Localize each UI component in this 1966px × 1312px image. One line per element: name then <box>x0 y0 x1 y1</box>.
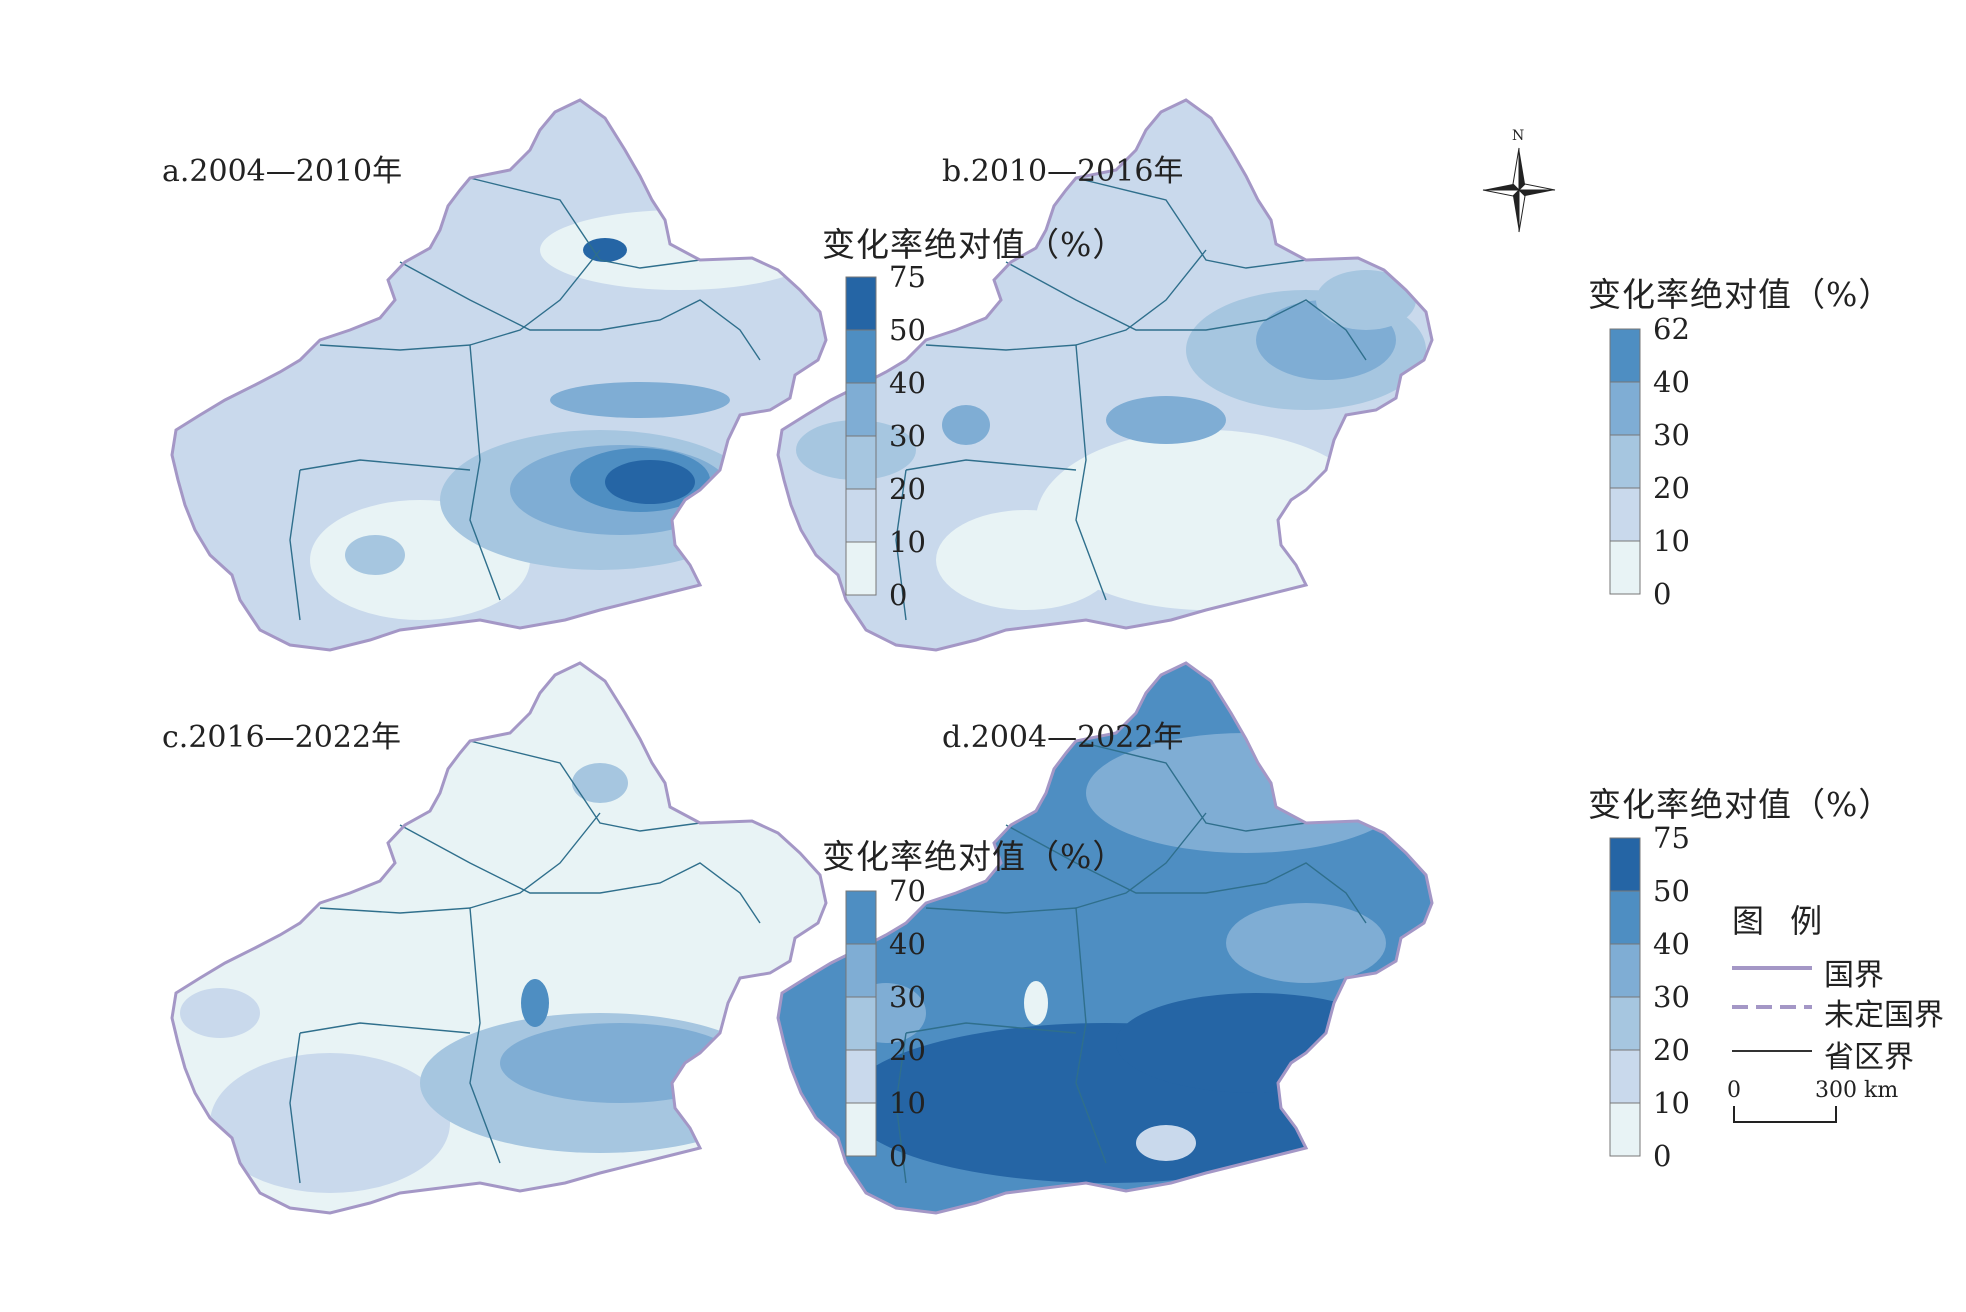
scale-end-label: 300 km <box>1815 1078 1899 1103</box>
legend-a-tick: 75 <box>889 260 926 294</box>
legend-c-tick: 0 <box>889 1139 908 1173</box>
key-label-province: 省区界 <box>1824 1040 1914 1075</box>
key-label-undetermined: 未定国界 <box>1824 998 1944 1033</box>
legend-b-tick: 20 <box>1653 471 1690 505</box>
legend-b-tick: 62 <box>1653 312 1690 346</box>
panel-b-title: b.2010—2016年 <box>942 154 1184 189</box>
legend-c-tick: 30 <box>889 980 926 1014</box>
legend-bar-d <box>1609 837 1641 1157</box>
legend-bar-a <box>845 276 877 596</box>
legend-bar-b <box>1609 328 1641 595</box>
legend-d-tick: 10 <box>1653 1086 1690 1120</box>
panel-d-title: d.2004—2022年 <box>942 720 1184 755</box>
map-panel-d <box>776 661 1434 1215</box>
scale-start-label: 0 <box>1727 1078 1741 1103</box>
legend-b-tick: 30 <box>1653 418 1690 452</box>
legend-a-tick: 20 <box>889 472 926 506</box>
legend-c-tick: 10 <box>889 1086 926 1120</box>
legend-d-tick: 0 <box>1653 1139 1672 1173</box>
legend-b-tick: 10 <box>1653 524 1690 558</box>
map-panel-a <box>170 98 828 652</box>
legend-d-tick: 50 <box>1653 874 1690 908</box>
panel-a-title: a.2004—2010年 <box>162 154 403 189</box>
legend-c-tick: 40 <box>889 927 926 961</box>
legend-a-tick: 50 <box>889 313 926 347</box>
legend-a-tick: 30 <box>889 419 926 453</box>
legend-title-b: 变化率绝对值（%） <box>1588 275 1893 314</box>
legend-title-c: 变化率绝对值（%） <box>822 837 1127 876</box>
legend-b-tick: 40 <box>1653 365 1690 399</box>
legend-c-tick: 70 <box>889 874 926 908</box>
legend-d-tick: 30 <box>1653 980 1690 1014</box>
north-arrow-icon <box>1482 147 1556 233</box>
legend-b-tick: 0 <box>1653 577 1672 611</box>
panel-c-title: c.2016—2022年 <box>162 720 402 755</box>
legend-d-tick: 40 <box>1653 927 1690 961</box>
legend-c-tick: 20 <box>889 1033 926 1067</box>
scale-bar <box>1733 1106 1837 1123</box>
legend-a-tick: 10 <box>889 525 926 559</box>
key-label-national: 国界 <box>1824 958 1884 993</box>
legend-title-d: 变化率绝对值（%） <box>1588 785 1893 824</box>
north-label: N <box>1512 128 1525 144</box>
legend-a-tick: 0 <box>889 578 908 612</box>
legend-d-tick: 75 <box>1653 821 1690 855</box>
legend-d-tick: 20 <box>1653 1033 1690 1067</box>
key-title: 图 例 <box>1732 902 1831 940</box>
legend-a-tick: 40 <box>889 366 926 400</box>
legend-bar-c <box>845 890 877 1157</box>
map-panel-b <box>776 98 1434 652</box>
legend-title-a: 变化率绝对值（%） <box>822 225 1127 264</box>
